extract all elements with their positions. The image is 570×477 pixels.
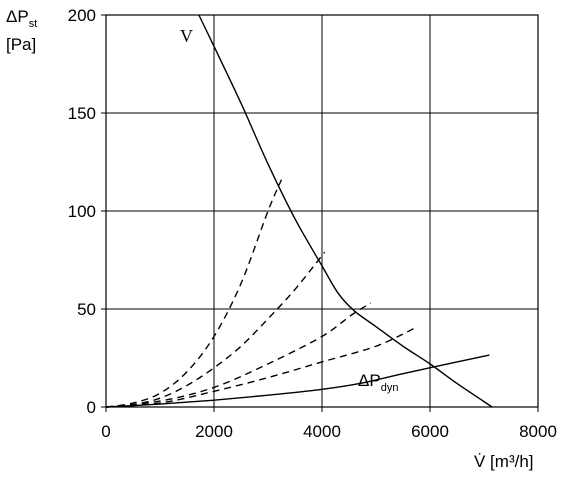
system-curve-dashed-1 [105,179,283,408]
fan-curve-line [198,14,493,408]
series-label-dpdyn: ΔPdyn [358,371,398,394]
series-label-dpdyn-main: ΔP [358,371,381,390]
tick-layer: 0 2000 4000 6000 8000 0 50 100 150 200 [68,6,557,441]
x-axis-label: V̇ [m³/h] [474,452,534,471]
series-layer [105,14,493,408]
y-tick-label: 50 [77,300,96,319]
x-tick-label: 4000 [303,422,341,441]
y-axis-label-sub: st [29,18,38,30]
y-tick-label: 100 [68,202,96,221]
x-tick-label: 2000 [195,422,233,441]
y-tick-label: 200 [68,6,96,25]
dynamic-pressure-line [105,354,490,408]
y-tick-label: 0 [87,398,96,417]
x-tick-label: 6000 [411,422,449,441]
x-tick-label: 0 [101,422,110,441]
grid-layer [105,14,539,408]
x-tick-label: 8000 [519,422,557,441]
y-axis-label-main: ΔP [6,7,29,26]
system-curve-dashed-2 [105,251,326,408]
y-axis-label: ΔPst [6,7,37,30]
y-axis-unit: [Pa] [6,35,36,54]
y-tick-label: 150 [68,104,96,123]
system-curve-dashed-3 [105,302,371,408]
series-label-dpdyn-sub: dyn [381,382,399,394]
system-curve-dashed-4 [105,327,415,408]
series-label-v: V [180,26,193,46]
